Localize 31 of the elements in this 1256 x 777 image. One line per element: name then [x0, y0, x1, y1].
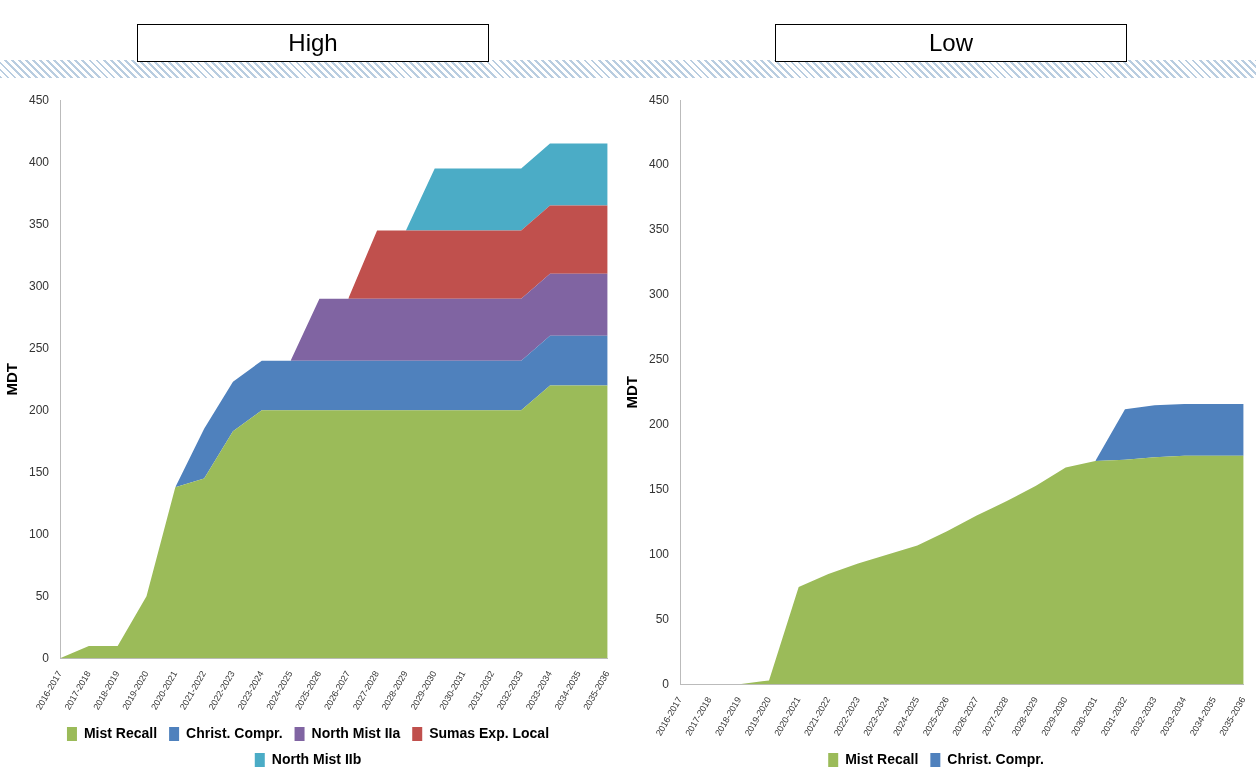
y-tick-label: 450 — [28, 92, 50, 107]
y-tick-label: 300 — [648, 287, 670, 302]
y-tick-label: 100 — [648, 546, 670, 561]
y-tick-label: 50 — [655, 611, 670, 626]
y-tick-label: 200 — [28, 402, 50, 417]
y-axis-title: MDT — [623, 376, 641, 409]
legend-label: North Mist IIa — [311, 724, 401, 741]
y-tick-label: 350 — [648, 222, 670, 237]
y-tick-label: 150 — [648, 481, 670, 496]
legend-label: North Mist IIb — [271, 750, 362, 767]
chart-title: Low — [775, 24, 1127, 62]
y-tick-label: 450 — [648, 92, 670, 107]
chart-title: High — [137, 24, 489, 62]
y-tick-label: 150 — [28, 464, 50, 479]
y-tick-label: 0 — [42, 650, 50, 665]
y-tick-label: 0 — [662, 676, 670, 691]
legend-label: Sumas Exp. Local — [429, 724, 550, 741]
y-tick-label: 50 — [35, 588, 50, 603]
y-tick-label: 400 — [648, 157, 670, 172]
legend-label: Christ. Compr. — [947, 750, 1044, 767]
y-tick-label: 400 — [28, 154, 50, 169]
y-tick-label: 200 — [648, 417, 670, 432]
y-axis-title: MDT — [3, 363, 21, 396]
legend-label: Christ. Compr. — [186, 724, 283, 741]
legend-label: Mist Recall — [845, 750, 919, 767]
y-tick-label: 250 — [28, 340, 50, 355]
y-tick-label: 300 — [28, 278, 50, 293]
y-tick-label: 100 — [28, 526, 50, 541]
y-tick-label: 250 — [648, 352, 670, 367]
y-tick-label: 350 — [28, 216, 50, 231]
legend-label: Mist Recall — [83, 724, 158, 741]
